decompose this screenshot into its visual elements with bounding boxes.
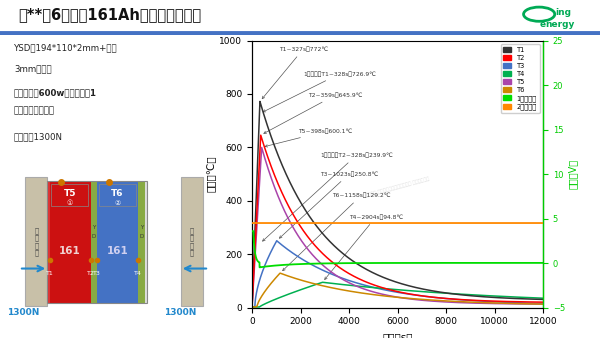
Bar: [91, 181, 97, 303]
Text: 图片未经 佛山清安能源科技有限公司 授权不得转载: 图片未经 佛山清安能源科技有限公司 授权不得转载: [365, 176, 430, 198]
Text: 1号热失控T2~328s，239.9℃: 1号热失控T2~328s，239.9℃: [263, 152, 392, 241]
Bar: [138, 181, 145, 303]
Text: T1: T1: [46, 271, 53, 276]
Y-axis label: 电压（V）: 电压（V）: [568, 159, 578, 189]
Text: T5: T5: [64, 189, 76, 198]
Text: ②: ②: [114, 200, 121, 206]
Text: 工
装
夹
具: 工 装 夹 具: [190, 227, 194, 257]
Text: T4: T4: [134, 271, 142, 276]
Text: nergy: nergy: [545, 20, 575, 29]
Bar: [181, 177, 203, 306]
X-axis label: 时间（s）: 时间（s）: [382, 332, 413, 338]
Legend: T1, T2, T3, T4, T5, T6, 1电芯电压, 2电芯电压: T1, T2, T3, T4, T5, T6, 1电芯电压, 2电芯电压: [501, 44, 539, 113]
Text: 中**航6系三元161Ah电芯热蔓延测试: 中**航6系三元161Ah电芯热蔓延测试: [18, 7, 201, 22]
Bar: [99, 184, 136, 206]
Text: 1300N: 1300N: [7, 308, 40, 317]
Text: 触发条件：600w加热片触发1: 触发条件：600w加热片触发1: [14, 88, 97, 97]
Text: T5~398s，600.1℃: T5~398s，600.1℃: [265, 128, 352, 147]
Text: T3: T3: [93, 271, 101, 276]
Text: 工
装
夹
具: 工 装 夹 具: [34, 227, 38, 257]
Text: T2~359s，645.9℃: T2~359s，645.9℃: [264, 93, 362, 134]
Text: T3~1023s，250.8℃: T3~1023s，250.8℃: [280, 171, 378, 238]
Text: 预紧力：1300N: 预紧力：1300N: [14, 132, 63, 141]
Text: D: D: [139, 234, 143, 239]
Bar: [50, 181, 91, 303]
Text: 1300N: 1300N: [164, 308, 196, 317]
Text: T6~1158s，129.2℃: T6~1158s，129.2℃: [283, 193, 391, 271]
Bar: [97, 181, 138, 303]
Text: ①: ①: [67, 200, 73, 206]
Text: 161: 161: [59, 246, 81, 256]
Text: ing: ing: [555, 8, 571, 17]
Text: Y: Y: [140, 225, 143, 230]
Bar: [145, 181, 147, 303]
Text: T1~327s，772℃: T1~327s，772℃: [262, 46, 328, 99]
Text: D: D: [92, 234, 96, 239]
Text: e: e: [539, 20, 545, 29]
Bar: [47, 181, 50, 303]
Text: YSD：194*110*2mm+四边: YSD：194*110*2mm+四边: [14, 44, 118, 53]
Text: T4~2904s，94.8℃: T4~2904s，94.8℃: [325, 214, 403, 280]
Text: T2: T2: [87, 271, 95, 276]
Bar: [47, 181, 147, 303]
Text: 3mm硅胶条: 3mm硅胶条: [14, 65, 52, 74]
Text: 号电芯后停止加热: 号电芯后停止加热: [14, 107, 55, 116]
Text: 161: 161: [107, 246, 128, 256]
Bar: [52, 184, 88, 206]
Text: Y: Y: [92, 225, 95, 230]
Bar: [25, 177, 47, 306]
Text: T6: T6: [111, 189, 124, 198]
Y-axis label: 温度（℃）: 温度（℃）: [206, 156, 217, 192]
Text: 1号热失控T1~328s，726.9℃: 1号热失控T1~328s，726.9℃: [263, 71, 376, 112]
